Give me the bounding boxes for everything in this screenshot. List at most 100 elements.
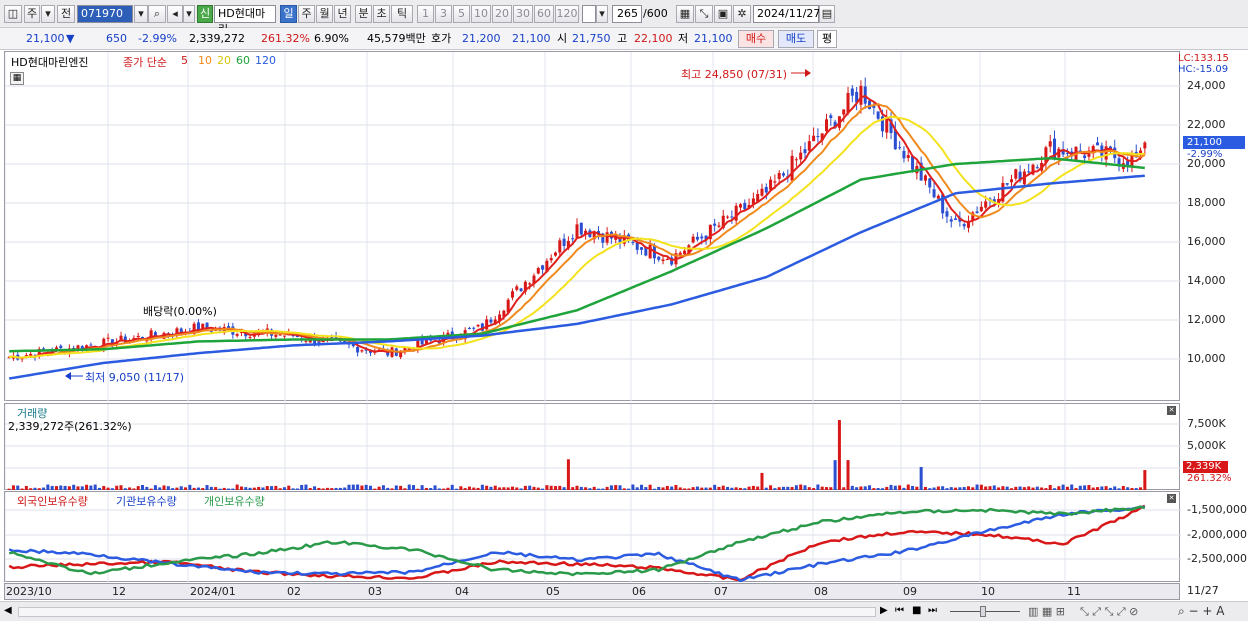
stop-icon[interactable]: ■ [912,605,922,616]
zoom-icons[interactable]: ⌕ − + A [1178,604,1225,618]
price-chart-panel[interactable]: HD현대마린엔진 종가 단순 5 10 20 60 120 ▦ 최고 24,85… [4,51,1181,402]
ma-legend-10[interactable]: 10 [198,54,212,67]
period-year[interactable]: 년 [334,5,351,23]
candle-body [644,246,648,256]
volume-bar [257,486,261,490]
speaker-icon[interactable]: ◂ [167,5,183,23]
ma-legend-60[interactable]: 60 [236,54,250,67]
volume-bar [1143,470,1147,490]
main-toolbar: ◫ 주 ▾ 전 071970 ▾ ⌕ ◂ ▾ 신 HD현대마린 일 주 월 년 … [0,0,1248,36]
calendar-icon[interactable]: ▤ [819,5,835,23]
custom-interval-input[interactable] [582,5,596,23]
volume-bar [1035,486,1039,490]
legend-individual[interactable]: 개인보유수량 [204,495,265,508]
market-dropdown-icon[interactable]: ▾ [41,5,55,23]
interval-30[interactable]: 30 [513,5,533,23]
bar-count-input[interactable]: 265 [612,5,642,23]
candle [532,273,536,288]
volume-bar [1117,488,1121,490]
market-select[interactable]: 주 [24,5,40,23]
candle [1096,136,1100,146]
candle-body [695,236,699,240]
volume-bar [373,488,377,490]
candle [476,324,480,328]
holdings-panel[interactable]: 외국인보유수량 기관보유수량 개인보유수량 ✕ [4,491,1181,583]
volume-bar [855,487,859,490]
period-day[interactable]: 일 [280,5,297,23]
candle-body [704,235,708,241]
code-dropdown-icon[interactable]: ▾ [134,5,148,23]
last-page-icon[interactable]: ⏭ [928,605,937,616]
holdings-close-icon[interactable]: ✕ [1167,494,1176,503]
period-minute[interactable]: 분 [355,5,372,23]
change-arrow: ▼ [66,32,75,45]
candle-body [532,275,536,285]
sell-button[interactable]: 매도 [778,30,814,48]
buy-button[interactable]: 매수 [738,30,774,48]
drawing-tools-icon[interactable]: ⤡ ⤢ ⤡ ⤢ ⊘ [1080,605,1139,618]
table-toggle-icon[interactable]: ▦ [10,72,24,85]
volume-bar [347,484,351,490]
candle [485,315,489,333]
save-icon[interactable]: ▣ [714,5,732,23]
volume-bar [941,486,945,490]
x-label-2023-10: 2023/10 [6,585,52,598]
candle [842,109,846,123]
zoom-slider-handle[interactable] [980,606,986,617]
date-input[interactable]: 2024/11/27 [753,5,820,23]
volume-close-icon[interactable]: ✕ [1167,406,1176,415]
period-second[interactable]: 초 [373,5,390,23]
first-page-icon[interactable]: ⏮ [895,605,904,616]
candle-body [424,338,428,345]
gear-icon[interactable]: ✲ [733,5,751,23]
layout-icon[interactable]: ▥ ▦ ⊞ [1028,605,1065,618]
interval-60[interactable]: 60 [534,5,554,23]
settings-grid-icon[interactable]: ▦ [676,5,694,23]
interval-1[interactable]: 1 [417,5,434,23]
interval-5[interactable]: 5 [453,5,470,23]
scroll-track[interactable] [18,607,876,617]
candle-body [515,286,519,290]
stock-code-input[interactable]: 071970 [77,5,133,23]
volume-bar [721,485,725,490]
volume-bar [227,488,231,490]
search-icon[interactable]: ⌕ [148,5,166,23]
candle-body [480,323,484,331]
volume-bar [300,484,304,490]
volume-bar [351,484,355,490]
volume-bar [902,487,906,490]
interval-10[interactable]: 10 [471,5,491,23]
volume-bar [769,485,773,490]
candle-body [489,319,493,323]
candle [1009,174,1013,188]
speaker-dropdown-icon[interactable]: ▾ [183,5,195,23]
legend-institution[interactable]: 기관보유수량 [116,495,177,508]
ma-legend-120[interactable]: 120 [255,54,276,67]
scroll-right-icon[interactable]: ▶ [880,605,888,616]
prev-button[interactable]: 전 [57,5,75,23]
volume-bar [394,485,398,490]
candle [975,206,979,214]
scroll-left-icon[interactable]: ◀ [4,605,12,616]
interval-20[interactable]: 20 [492,5,512,23]
interval-3[interactable]: 3 [435,5,452,23]
ma-legend-5[interactable]: 5 [181,54,188,67]
draw-tool-icon[interactable]: ⤡ [695,5,713,23]
volume-bar [597,488,601,490]
window-icon[interactable]: ◫ [4,5,22,23]
legend-foreign[interactable]: 외국인보유수량 [17,495,88,508]
ma-legend-20[interactable]: 20 [217,54,231,67]
period-month[interactable]: 월 [316,5,333,23]
average-button[interactable]: 평 [817,30,837,48]
volume-bar [270,486,274,490]
interval-dropdown-icon[interactable]: ▾ [596,5,608,23]
volume-panel[interactable]: 거래량 2,339,272주(261.32%) ✕ [4,403,1181,491]
stock-name-field[interactable]: HD현대마린 [214,5,276,36]
interval-120[interactable]: 120 [555,5,579,23]
volume-bar [949,487,953,490]
candle [769,176,773,191]
candle-body [476,324,480,327]
period-tick[interactable]: 틱 [391,5,413,23]
volume-bar [803,485,807,490]
period-week[interactable]: 주 [298,5,315,23]
